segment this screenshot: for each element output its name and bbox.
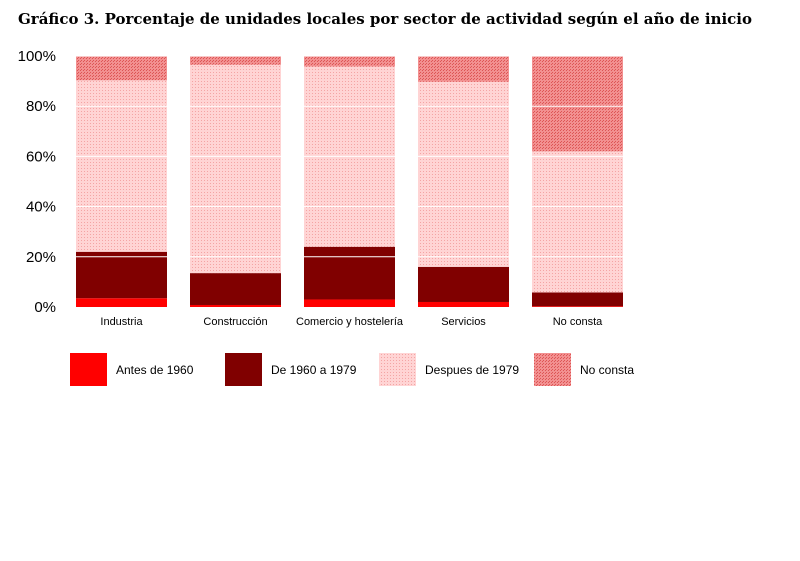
bar-comercio-y-hosteleria-de-1960-a-1979 — [304, 246, 395, 300]
legend-label-antes-de-1960: Antes de 1960 — [116, 363, 194, 377]
legend-label-de-1960-a-1979: De 1960 a 1979 — [271, 363, 357, 377]
y-tick-label: 80% — [26, 98, 56, 115]
y-tick-label: 0% — [34, 299, 56, 316]
gridlines — [76, 55, 623, 258]
bar-construccion-no-consta — [190, 56, 281, 65]
y-axis: 0% 20% 40% 60% 80% 100% — [18, 48, 56, 316]
legend-swatch-antes-de-1960 — [70, 353, 107, 386]
bar-industria-no-consta — [76, 56, 167, 81]
bars-group — [76, 56, 623, 307]
y-tick-label: 100% — [18, 48, 56, 65]
legend-swatch-no-consta — [534, 353, 571, 386]
legend: Antes de 1960 De 1960 a 1979 Despues de 19… — [70, 353, 634, 386]
bar-servicios-de-1960-a-1979 — [418, 266, 509, 302]
x-tick-label: Industria — [100, 316, 143, 328]
x-axis: Industria Construcción Comercio y hosteler… — [100, 316, 603, 328]
y-tick-label: 40% — [26, 199, 56, 216]
bar-servicios-no-consta — [418, 56, 509, 82]
bar-comercio-y-hosteleria-no-consta — [304, 56, 395, 67]
bar-servicios-despues-de-1979 — [418, 81, 509, 267]
chart-title: Gráfico 3. Porcentaje de unidades locale… — [18, 10, 753, 28]
bar-construccion-despues-de-1979 — [190, 64, 281, 274]
x-tick-label: Comercio y hostelería — [296, 316, 404, 328]
bar-no-consta-antes-de-1960 — [532, 306, 623, 307]
bar-construccion-antes-de-1960 — [190, 304, 281, 307]
bar-no-consta-de-1960-a-1979 — [532, 292, 623, 307]
bar-servicios-antes-de-1960 — [418, 301, 509, 307]
bar-construccion-de-1960-a-1979 — [190, 273, 281, 305]
legend-label-no-consta: No consta — [580, 363, 634, 377]
bar-no-consta-no-consta — [532, 56, 623, 152]
x-tick-label: Servicios — [441, 316, 486, 328]
y-tick-label: 20% — [26, 249, 56, 266]
bar-no-consta-despues-de-1979 — [532, 151, 623, 293]
x-tick-label: Construcción — [203, 316, 267, 328]
legend-swatch-de-1960-a-1979 — [225, 353, 262, 386]
bar-comercio-y-hosteleria-antes-de-1960 — [304, 299, 395, 307]
bar-industria-antes-de-1960 — [76, 298, 167, 307]
bar-industria-despues-de-1979 — [76, 80, 167, 252]
x-tick-label: No consta — [553, 316, 603, 328]
legend-swatch-despues-de-1979 — [379, 353, 416, 386]
bar-industria-de-1960-a-1979 — [76, 251, 167, 299]
y-tick-label: 60% — [26, 148, 56, 165]
legend-label-despues-de-1979: Despues de 1979 — [425, 363, 519, 377]
